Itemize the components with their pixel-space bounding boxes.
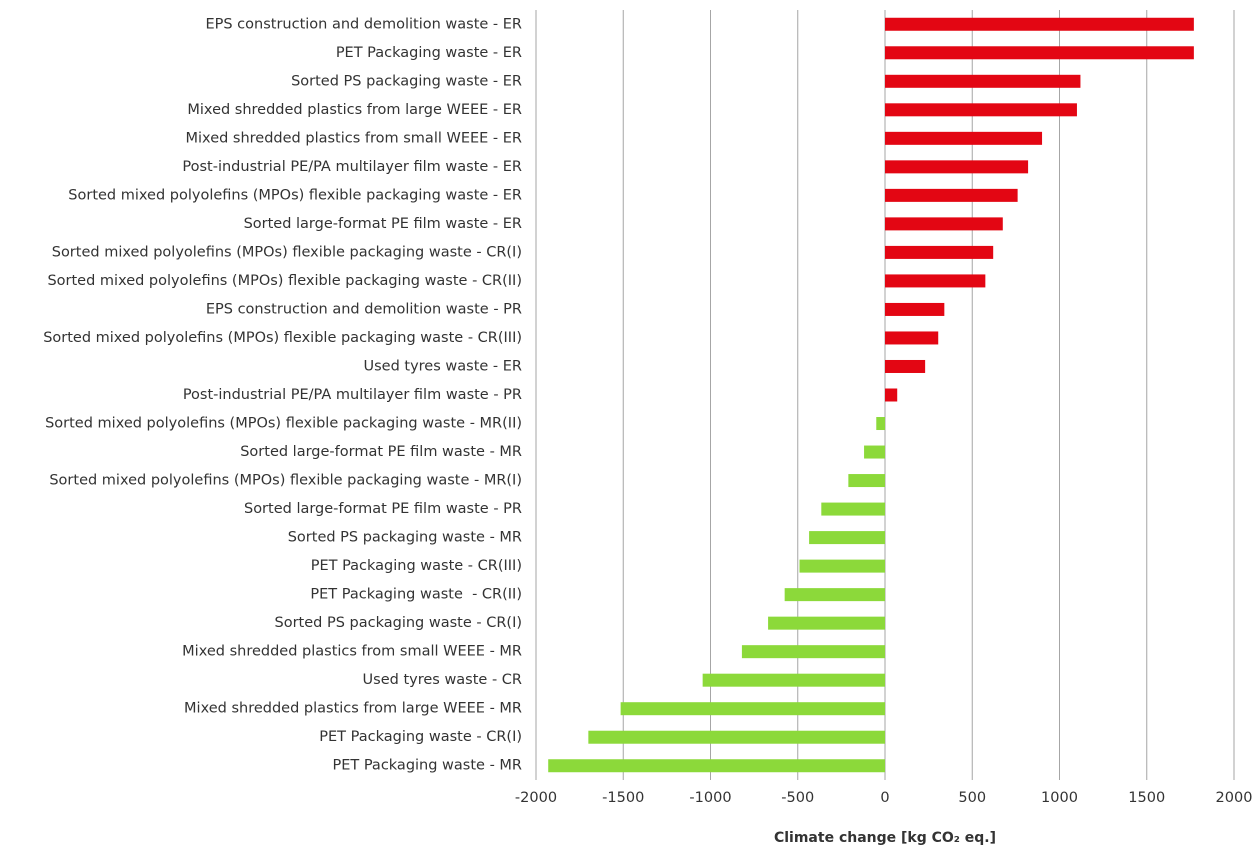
bar [799,559,885,573]
bar [885,188,1018,202]
x-tick-label: 2000 [1216,790,1253,806]
bar [885,302,945,316]
bar [848,474,885,488]
y-tick-label: Used tyres waste - CR [363,672,522,688]
y-tick-label: Sorted mixed polyolefins (MPOs) flexible… [68,187,522,203]
x-tick-label: -2000 [515,790,557,806]
y-tick-label: Sorted PS packaging waste - CR(I) [275,615,522,631]
y-tick-label: Sorted mixed polyolefins (MPOs) flexible… [45,416,522,432]
bar [885,74,1081,88]
bar [885,46,1194,60]
bar [588,730,885,744]
y-tick-label: Sorted mixed polyolefins (MPOs) flexible… [49,473,522,489]
x-axis-title: Climate change [kg CO₂ eq.] [774,830,996,846]
bar [876,417,885,431]
y-tick-label: Post-industrial PE/PA multilayer film wa… [182,159,522,175]
y-tick-label: PET Packaging waste - MR [332,758,522,774]
bar [741,645,885,659]
x-tick-label: -1000 [689,790,731,806]
bar [702,673,885,687]
x-tick-label: 0 [880,790,889,806]
bar [784,588,885,602]
bar [548,759,885,773]
bar [885,160,1029,174]
y-tick-label: Sorted mixed polyolefins (MPOs) flexible… [47,273,522,289]
bar [885,359,926,373]
bar [885,331,939,345]
bar [885,103,1077,117]
bar [885,131,1043,145]
bar [885,217,1003,231]
y-tick-label: PET Packaging waste - CR(I) [319,729,522,745]
x-tick-label: -1500 [602,790,644,806]
y-tick-label: Used tyres waste - ER [364,358,523,374]
bar [885,388,898,402]
x-tick-label: -500 [781,790,814,806]
y-tick-label: Post-industrial PE/PA multilayer film wa… [183,387,522,403]
bar [768,616,885,630]
y-tick-label: Mixed shredded plastics from large WEEE … [187,102,522,118]
x-tick-label: 500 [958,790,986,806]
x-tick-label: 1000 [1041,790,1078,806]
y-tick-label: Sorted PS packaging waste - ER [291,73,522,89]
y-tick-label: Sorted mixed polyolefins (MPOs) flexible… [52,244,522,260]
y-tick-label: Sorted large-format PE film waste - MR [240,444,522,460]
y-tick-label: PET Packaging waste - CR(III) [311,558,522,574]
y-tick-label: Mixed shredded plastics from small WEEE … [186,130,522,146]
bar [864,445,885,459]
y-tick-label: Sorted large-format PE film waste - PR [244,501,522,517]
y-tick-label: EPS construction and demolition waste - … [206,301,522,317]
y-tick-label: Mixed shredded plastics from large WEEE … [184,701,522,717]
x-tick-label: 1500 [1128,790,1165,806]
y-tick-label: Sorted mixed polyolefins (MPOs) flexible… [43,330,522,346]
bar [885,17,1194,31]
y-tick-label: Mixed shredded plastics from small WEEE … [182,644,522,660]
y-tick-label: PET Packaging waste - CR(II) [310,587,522,603]
y-tick-label: Sorted PS packaging waste - MR [288,530,522,546]
bar [809,531,885,545]
bar [620,702,885,716]
y-tick-label: PET Packaging waste - ER [336,45,522,61]
y-tick-label: Sorted large-format PE film waste - ER [244,216,522,232]
y-tick-label: EPS construction and demolition waste - … [205,16,522,32]
bar [885,245,994,259]
bar [885,274,986,288]
bar [821,502,885,516]
